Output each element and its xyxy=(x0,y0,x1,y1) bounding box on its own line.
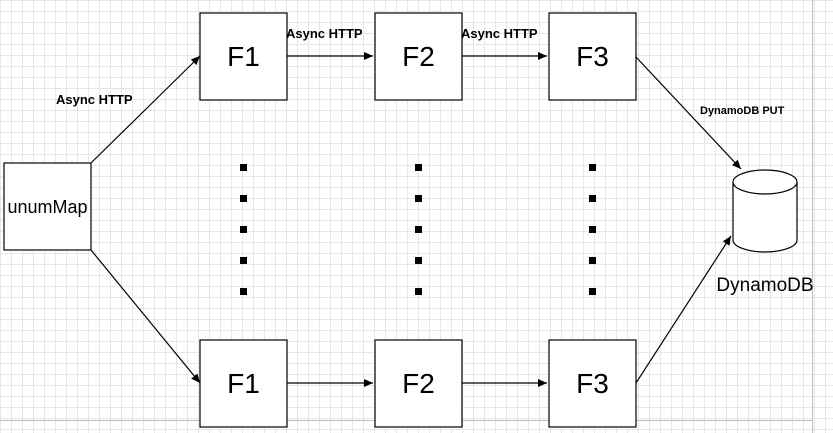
ellipsis-dot xyxy=(240,195,247,202)
ellipsis-dot xyxy=(415,195,422,202)
edge-source-to-bottom-f1 xyxy=(90,249,201,384)
bottom-f2-label: F2 xyxy=(402,368,435,399)
label-top-f3-to-db: DynamoDB PUT xyxy=(700,105,785,117)
bottom-f2-node[interactable]: F2 xyxy=(374,339,463,428)
top-f2-node[interactable]: F2 xyxy=(374,12,463,101)
ellipsis-dot xyxy=(589,226,596,233)
label-top-f1-to-f2: Async HTTP xyxy=(286,26,363,41)
ellipsis-dot xyxy=(415,257,422,264)
ellipsis-dot xyxy=(240,226,247,233)
edge-bottom-f3-to-db xyxy=(635,235,732,384)
top-f3-node[interactable]: F3 xyxy=(548,12,637,101)
label-source-to-top-f1: Async HTTP xyxy=(56,92,133,107)
ellipsis-dot xyxy=(240,257,247,264)
ellipsis-dot xyxy=(240,164,247,171)
label-top-f2-to-f3: Async HTTP xyxy=(461,26,538,41)
edge-top-f3-to-db xyxy=(635,56,742,170)
bottom-f1-label: F1 xyxy=(227,368,260,399)
ellipsis-dot xyxy=(415,164,422,171)
source-node-label: unumMap xyxy=(7,197,87,217)
ellipsis-dot xyxy=(415,226,422,233)
top-f3-label: F3 xyxy=(576,41,609,72)
ellipsis-dot xyxy=(589,257,596,264)
top-f1-node[interactable]: F1 xyxy=(199,12,288,101)
top-f1-label: F1 xyxy=(227,41,260,72)
top-f2-label: F2 xyxy=(402,41,435,72)
bottom-f3-label: F3 xyxy=(576,368,609,399)
ellipsis-dot xyxy=(589,195,596,202)
ellipsis-column-f2 xyxy=(415,164,422,295)
ellipsis-dot xyxy=(240,288,247,295)
ellipsis-dot xyxy=(589,164,596,171)
edge-source-to-top-f1 xyxy=(90,55,201,164)
canvas-right-border xyxy=(812,0,813,433)
ellipsis-column-f3 xyxy=(589,164,596,295)
database-icon[interactable] xyxy=(732,169,798,253)
ellipsis-column-f1 xyxy=(240,164,247,295)
ellipsis-dot xyxy=(415,288,422,295)
source-node[interactable]: unumMap xyxy=(3,162,92,251)
database-label: DynamoDB xyxy=(716,275,813,296)
bottom-f3-node[interactable]: F3 xyxy=(548,339,637,428)
ellipsis-dot xyxy=(589,288,596,295)
bottom-f1-node[interactable]: F1 xyxy=(199,339,288,428)
